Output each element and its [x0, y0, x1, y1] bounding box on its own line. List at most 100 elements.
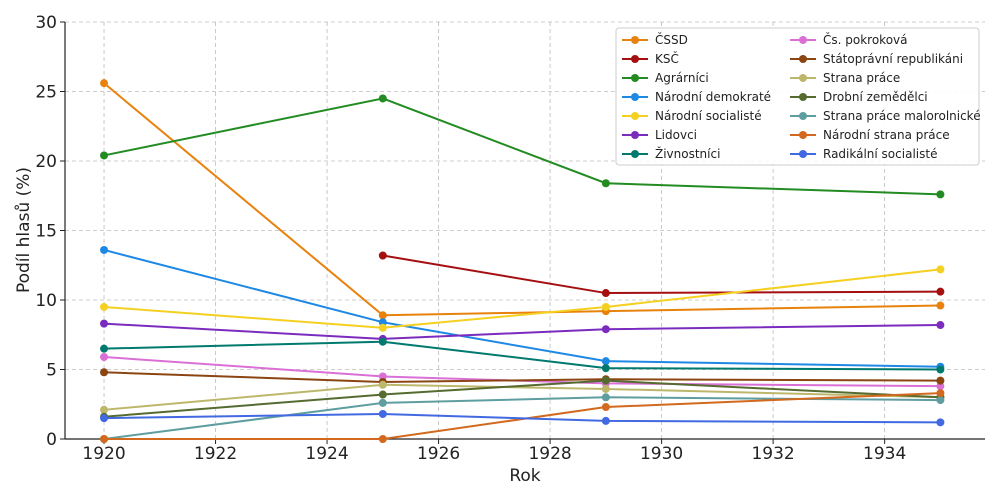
- legend-marker: [631, 93, 639, 101]
- legend-label: Národní socialisté: [655, 109, 762, 123]
- series-line: [103, 379, 941, 418]
- legend-label: Lidovci: [655, 128, 697, 142]
- data-point: [601, 416, 610, 425]
- y-tick-label: 15: [35, 222, 57, 242]
- data-point: [100, 319, 109, 328]
- data-point: [378, 435, 387, 443]
- data-point: [601, 384, 610, 393]
- legend-label: Agrárníci: [655, 71, 709, 85]
- series-13: [100, 409, 945, 427]
- legend-item: Národní demokraté: [622, 90, 771, 104]
- data-point: [601, 302, 610, 311]
- legend-item: Drobní zemědělci: [790, 90, 928, 104]
- data-point: [378, 380, 387, 389]
- legend-item: KSČ: [622, 51, 679, 66]
- data-point: [378, 94, 387, 103]
- legend-item: Státoprávní republikáni: [790, 52, 963, 66]
- legend-item: ČSSD: [622, 32, 688, 47]
- data-point: [100, 352, 109, 361]
- data-point: [100, 245, 109, 254]
- legend-label: ČSSD: [655, 32, 688, 47]
- axes: 1920 1922 1924 1926 1928 1930 1932 1934 0 5 10 15 20…: [35, 13, 985, 464]
- data-point: [378, 372, 387, 381]
- legend-item: Živnostníci: [622, 146, 720, 161]
- series-5: [100, 319, 945, 343]
- data-point: [936, 389, 945, 398]
- data-point: [378, 398, 387, 407]
- legend-item: Agrárníci: [622, 71, 709, 85]
- series-line: [103, 82, 941, 317]
- legend-marker: [631, 74, 639, 82]
- series-line: [103, 396, 941, 440]
- data-point: [100, 435, 109, 443]
- series-lines: [100, 79, 945, 443]
- data-point: [601, 357, 610, 366]
- legend-item: Lidovci: [622, 128, 697, 142]
- y-axis-label: Podíl hlasů (%): [14, 167, 34, 293]
- series-line: [103, 97, 941, 196]
- legend-item: Strana práce malorolnické: [790, 109, 981, 123]
- data-point: [601, 376, 610, 385]
- legend-item: Čs. pokroková: [790, 32, 908, 47]
- legend: ČSSD KSČ Agrárníci Národní demokraté Národní…: [615, 27, 981, 166]
- y-tick-label: 30: [35, 13, 57, 33]
- data-point: [100, 344, 109, 353]
- series-line: [104, 412, 941, 424]
- data-point: [936, 382, 945, 391]
- legend-item: Radikální socialisté: [790, 147, 937, 161]
- series-line: [103, 322, 941, 340]
- legend-label: Drobní zemědělci: [823, 90, 928, 104]
- y-tick-label: 10: [35, 291, 57, 311]
- series-4: [100, 265, 945, 332]
- series-line: [104, 392, 941, 440]
- x-tick-label: 1934: [863, 444, 906, 464]
- series-8: [100, 368, 945, 387]
- series-2: [100, 94, 945, 199]
- data-point: [601, 364, 610, 373]
- x-tick-label: 1926: [417, 444, 460, 464]
- legend-label: Národní demokraté: [655, 90, 771, 104]
- data-point: [936, 376, 945, 385]
- legend-marker: [799, 36, 807, 44]
- data-point: [378, 390, 387, 399]
- x-tick-label: 1920: [82, 444, 125, 464]
- data-point: [378, 251, 387, 260]
- data-point: [378, 337, 387, 346]
- data-point: [936, 190, 945, 199]
- data-point: [100, 302, 109, 311]
- legend-label: Strana práce: [823, 71, 900, 85]
- legend-label: KSČ: [655, 51, 679, 66]
- legend-marker: [799, 93, 807, 101]
- data-point: [378, 318, 387, 327]
- data-point: [100, 405, 109, 414]
- data-point: [601, 179, 610, 188]
- series-line: [103, 371, 941, 384]
- series-1: [378, 251, 945, 298]
- data-point: [100, 368, 109, 377]
- data-point: [100, 79, 109, 88]
- data-point: [936, 365, 945, 374]
- x-tick-label: 1930: [640, 444, 683, 464]
- data-point: [378, 311, 387, 320]
- data-point: [378, 409, 387, 418]
- data-point: [936, 396, 945, 405]
- legend-marker: [631, 55, 639, 63]
- series-line: [104, 340, 941, 371]
- legend-label: Státoprávní republikáni: [823, 52, 963, 66]
- data-point: [936, 265, 945, 274]
- x-tick-label: 1928: [528, 444, 571, 464]
- legend-marker: [799, 150, 807, 158]
- series-6: [100, 337, 945, 374]
- legend-label: Radikální socialisté: [823, 147, 937, 161]
- x-tick-label: 1932: [751, 444, 794, 464]
- legend-label: Živnostníci: [655, 146, 720, 161]
- series-line: [103, 248, 941, 368]
- y-tick-label: 25: [35, 83, 57, 103]
- data-point: [936, 287, 945, 296]
- y-tick-label: 20: [35, 152, 57, 172]
- data-point: [378, 323, 387, 332]
- legend-marker: [799, 55, 807, 63]
- legend-marker: [799, 112, 807, 120]
- data-point: [936, 321, 945, 330]
